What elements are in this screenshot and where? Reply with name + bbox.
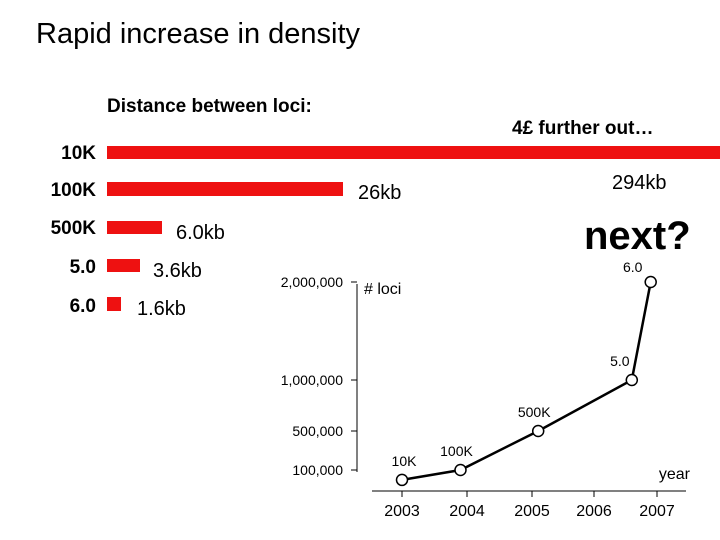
data-point (625, 373, 639, 387)
point-label: 6.0 (623, 259, 643, 275)
data-point (644, 275, 657, 289)
data-point (454, 463, 467, 477)
bar-500k (107, 221, 162, 234)
value-label-5-0: 3.6kb (153, 260, 202, 282)
bar-chart-subtitle: Distance between loci: (107, 96, 312, 117)
value-label-500k: 6.0kb (176, 222, 225, 244)
x-tick-label: 2004 (449, 503, 485, 520)
bar-100k (107, 182, 343, 196)
bar-label-6-0: 6.0 (69, 296, 96, 317)
x-tick-label: 2005 (514, 503, 550, 520)
value-label-6-0: 1.6kb (137, 298, 186, 320)
point-label: 100K (440, 443, 473, 459)
next-question: next? (584, 214, 691, 258)
bar-10k (107, 146, 720, 159)
value-label-10k: 294kb (612, 172, 667, 194)
bar-label-500k: 500K (50, 218, 96, 239)
bar-label-100k: 100K (50, 180, 96, 201)
point-label: 5.0 (610, 353, 630, 369)
data-point (395, 473, 409, 487)
y-tick-label: 1,000,000 (281, 372, 343, 388)
further-out-note: 4£ further out… (512, 118, 654, 139)
y-axis-label: # loci (364, 281, 401, 298)
point-label: 500K (518, 404, 551, 420)
bar-5-0 (107, 259, 140, 272)
bar-label-5-0: 5.0 (69, 257, 96, 278)
x-tick-label: 2006 (576, 503, 612, 520)
point-label: 10K (392, 453, 418, 469)
x-tick-label: 2007 (639, 503, 675, 520)
x-axis-label: year (659, 466, 691, 483)
value-label-100k: 26kb (358, 182, 402, 204)
data-point (531, 424, 545, 438)
y-tick-label: 100,000 (292, 462, 343, 478)
bar-label-10k: 10K (61, 143, 96, 164)
bar-6-0 (107, 297, 121, 311)
y-tick-label: 2,000,000 (281, 274, 343, 290)
x-tick-label: 2003 (384, 503, 420, 520)
y-tick-label: 500,000 (292, 423, 343, 439)
slide-title: Rapid increase in density (36, 18, 361, 50)
